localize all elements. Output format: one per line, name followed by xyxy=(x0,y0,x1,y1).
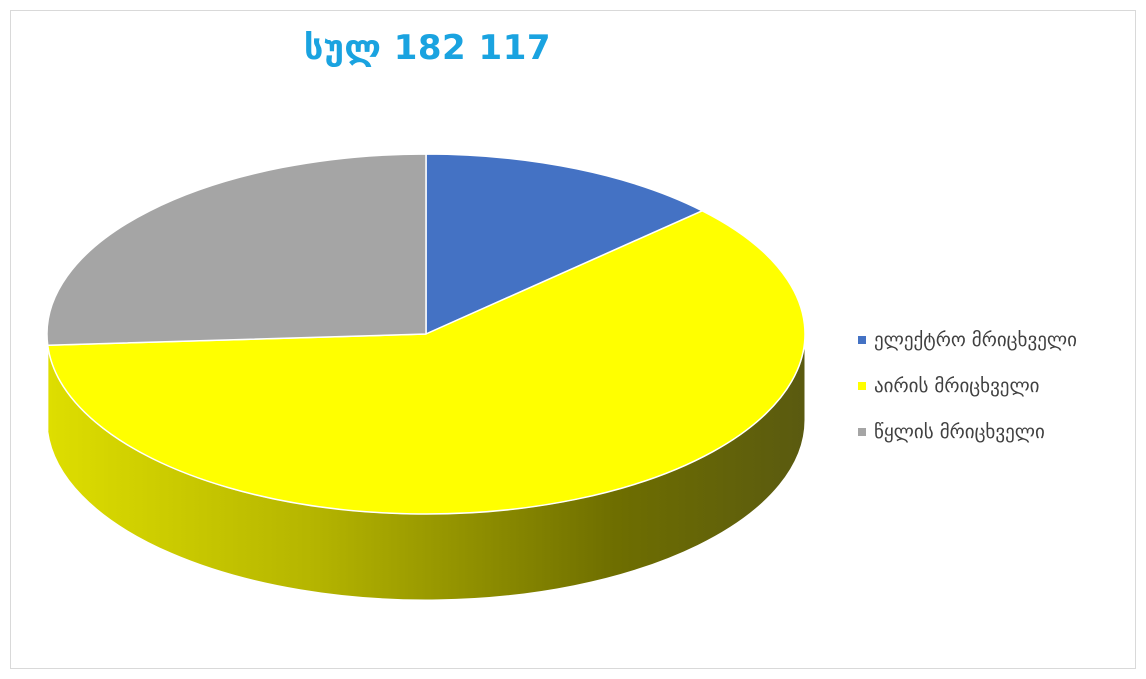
legend-label: წყლის მრიცხველი xyxy=(874,421,1045,443)
legend-swatch xyxy=(858,428,866,436)
pie-slice-0 xyxy=(425,153,704,335)
legend-item-2: წყლის მრიცხველი xyxy=(858,420,1077,444)
chart-title: სულ 182 117 xyxy=(303,28,552,68)
pie-slice-2 xyxy=(46,153,427,347)
pie-slice-1 xyxy=(46,210,806,515)
legend-item-1: აირის მრიცხველი xyxy=(858,374,1077,398)
pie-chart xyxy=(46,153,806,601)
legend: ელექტრო მრიცხველი აირის მრიცხველი წყლის მრ… xyxy=(858,328,1077,466)
legend-label: აირის მრიცხველი xyxy=(874,375,1040,397)
legend-label: ელექტრო მრიცხველი xyxy=(874,329,1077,351)
pie-top xyxy=(46,153,806,515)
legend-swatch xyxy=(858,382,866,390)
legend-swatch xyxy=(858,336,866,344)
legend-item-0: ელექტრო მრიცხველი xyxy=(858,328,1077,352)
